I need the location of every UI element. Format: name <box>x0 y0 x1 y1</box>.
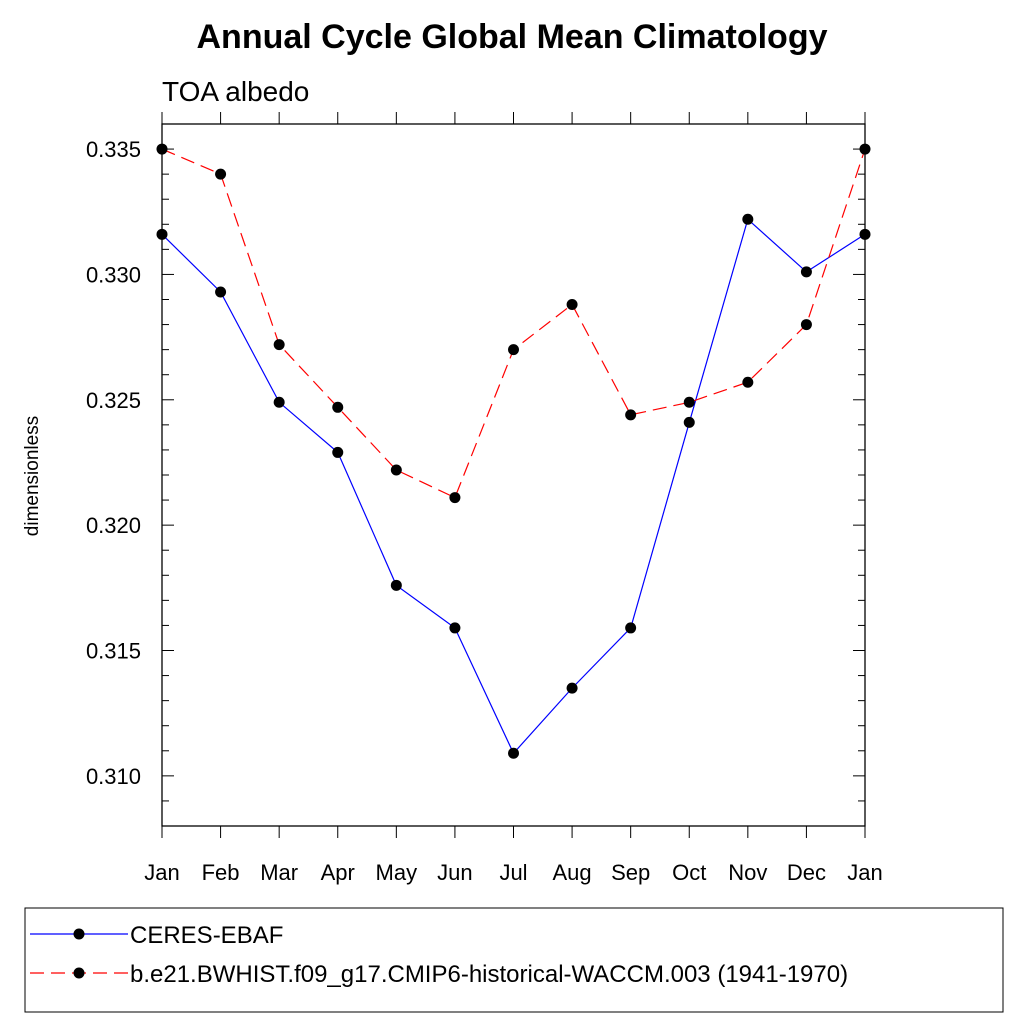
legend-marker <box>73 928 85 940</box>
x-tick-label: Jul <box>499 860 527 885</box>
x-tick-label: Jan <box>144 860 179 885</box>
data-point <box>800 319 812 331</box>
legend-box <box>24 907 1004 1013</box>
data-point <box>800 266 812 278</box>
x-tick-label: Aug <box>553 860 592 885</box>
y-tick-label: 0.310 <box>86 764 141 789</box>
data-point <box>273 396 285 408</box>
data-point <box>449 492 461 504</box>
data-point <box>508 344 519 356</box>
data-point <box>156 143 168 155</box>
series-markers <box>156 143 871 759</box>
data-point <box>742 213 754 225</box>
chart-subtitle: TOA albedo <box>162 76 309 107</box>
data-point <box>859 143 871 155</box>
series-lines <box>161 148 866 755</box>
chart-title: Annual Cycle Global Mean Climatology <box>197 18 828 56</box>
legend-label: b.e21.BWHIST.f09_g17.CMIP6-historical-WA… <box>130 961 848 988</box>
x-tick-label: Jan <box>847 860 882 885</box>
legend: CERES-EBAF b.e21.BWHIST.f09_g17.CMIP6-his… <box>24 907 1004 1013</box>
legend-marker <box>73 967 85 979</box>
x-tick-label: Jun <box>437 860 472 885</box>
y-tick-label: 0.335 <box>86 137 141 162</box>
x-tick-label: Sep <box>611 860 650 885</box>
axis-ticks: Jan Feb Mar Apr May Jun Jul Aug Sep Oct Nov Dec Jan 0… <box>86 112 883 885</box>
data-point <box>332 401 344 413</box>
data-point <box>273 339 285 351</box>
y-tick-label: 0.325 <box>86 388 141 413</box>
series-line-1 <box>161 148 866 499</box>
data-point <box>683 416 695 428</box>
data-point <box>449 622 461 634</box>
data-point <box>332 446 344 458</box>
y-tick-label: 0.330 <box>86 262 141 287</box>
x-tick-label: Nov <box>728 860 767 885</box>
y-tick-label: 0.320 <box>86 513 141 538</box>
x-tick-label: May <box>376 860 418 885</box>
data-point <box>625 622 637 634</box>
series-line-0 <box>161 218 866 755</box>
legend-label: CERES-EBAF <box>130 922 283 949</box>
y-axis-label: dimensionless <box>22 416 43 536</box>
data-point <box>742 376 754 388</box>
data-point <box>859 228 871 240</box>
x-tick-label: Mar <box>260 860 298 885</box>
x-tick-label: Oct <box>672 860 706 885</box>
data-point <box>215 168 227 180</box>
data-point <box>215 286 227 298</box>
data-point <box>390 579 402 591</box>
x-tick-label: Dec <box>787 860 826 885</box>
data-point <box>156 228 168 240</box>
data-point <box>625 409 637 421</box>
x-tick-label: Apr <box>321 860 355 885</box>
data-point <box>390 464 402 476</box>
data-point <box>566 682 578 694</box>
x-tick-label: Feb <box>202 860 240 885</box>
data-point <box>683 396 695 408</box>
data-point <box>508 747 519 759</box>
data-point <box>566 299 578 311</box>
y-tick-label: 0.315 <box>86 639 141 664</box>
